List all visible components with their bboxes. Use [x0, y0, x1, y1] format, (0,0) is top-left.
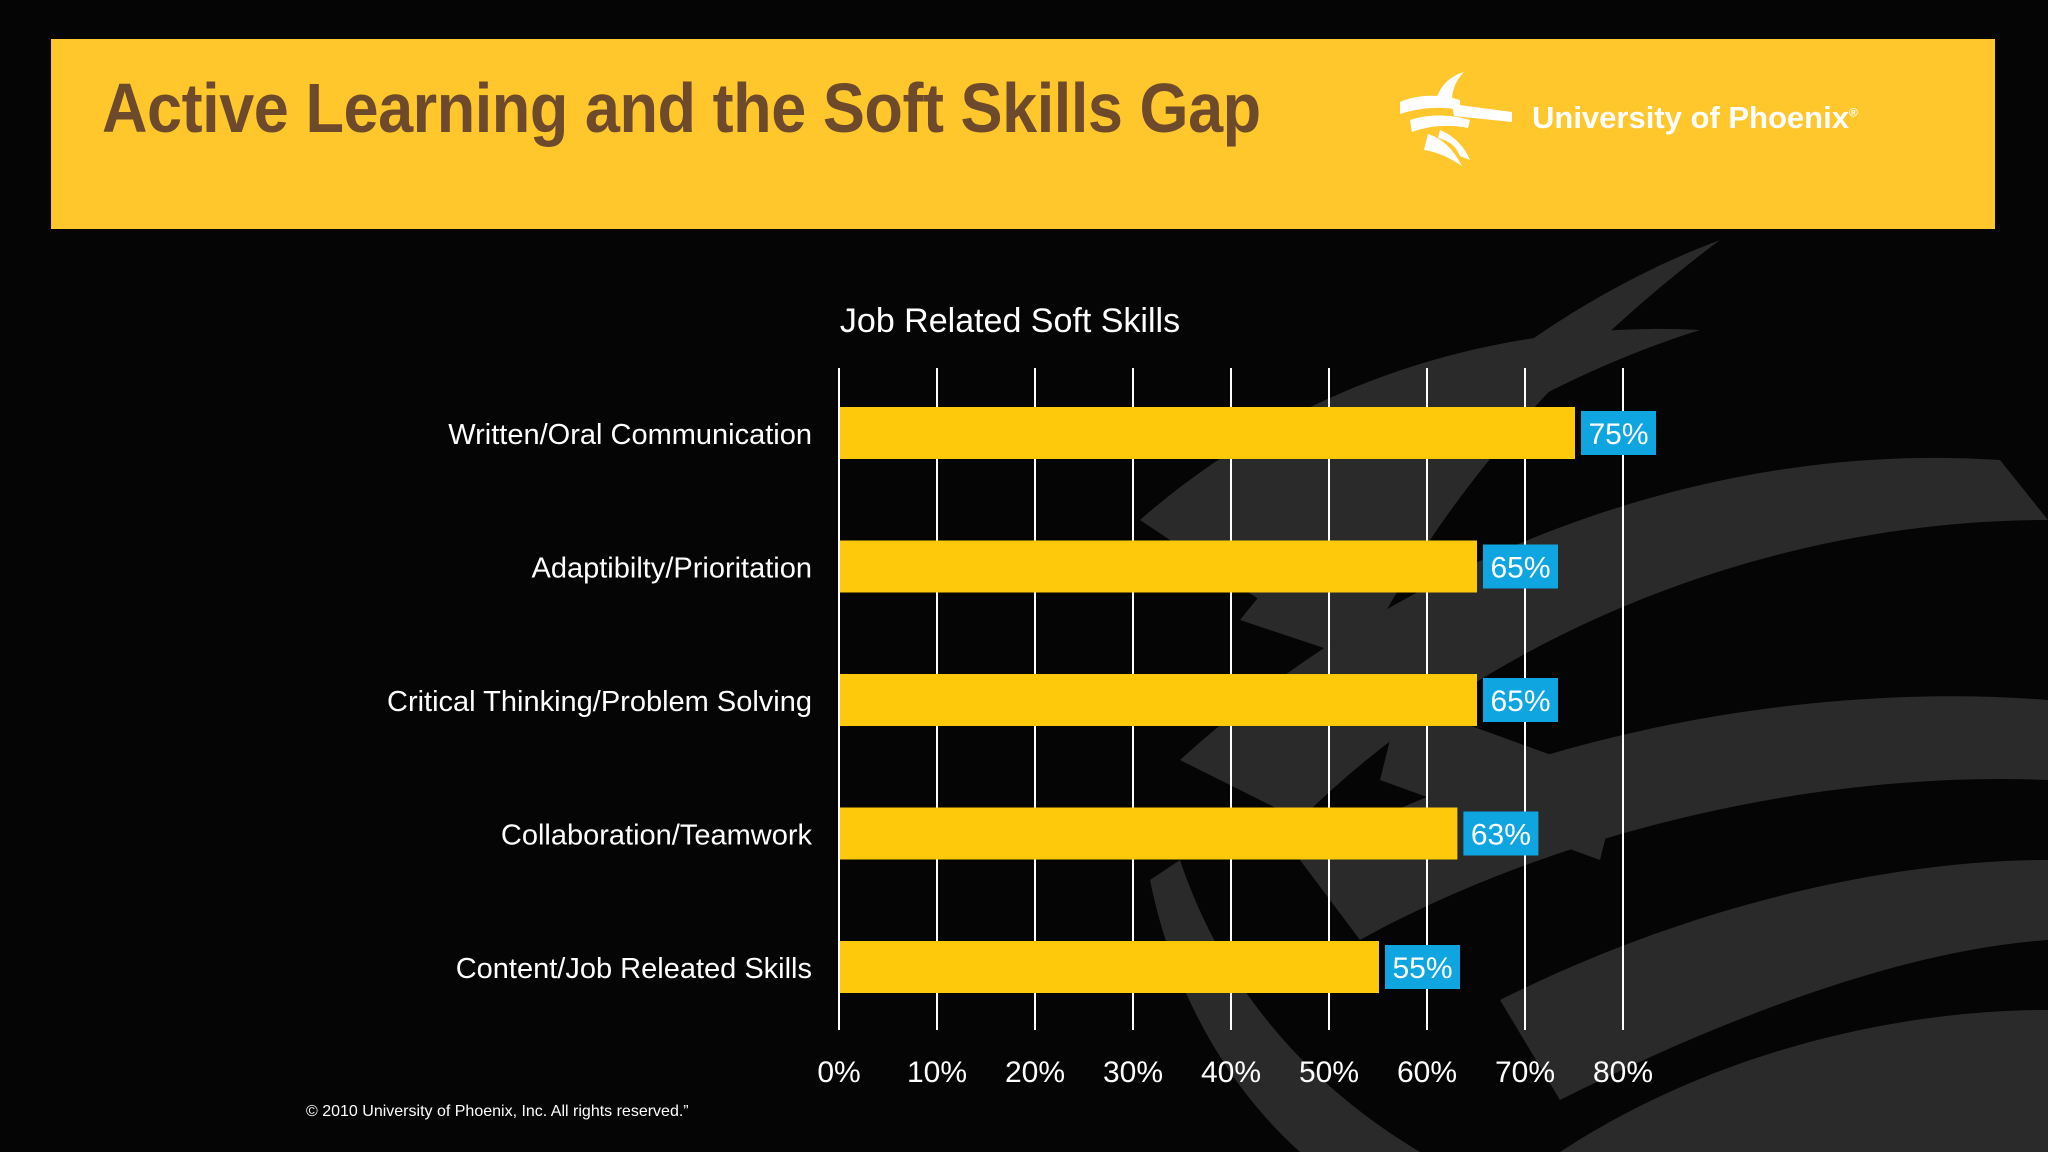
- x-tick-label: 60%: [1397, 1056, 1457, 1089]
- category-label: Critical Thinking/Problem Solving: [387, 686, 812, 718]
- category-label: Collaboration/Teamwork: [501, 820, 813, 852]
- phoenix-logo-icon: [1400, 72, 1512, 166]
- logo-wordmark: University of Phoenix: [1532, 100, 1849, 135]
- bar: [840, 540, 1477, 593]
- university-logo: University of Phoenix®: [1380, 60, 1920, 170]
- category-label: Adaptibilty/Prioritation: [532, 553, 812, 585]
- data-label-box: [1463, 811, 1539, 856]
- category-label: Content/Job Releated Skills: [456, 953, 812, 985]
- category-label: Written/Oral Communication: [448, 419, 812, 451]
- x-tick-label: 40%: [1201, 1056, 1261, 1089]
- bar: [840, 941, 1379, 993]
- slide-title: Active Learning and the Soft Skills Gap: [102, 69, 1261, 147]
- bar: [840, 674, 1477, 726]
- chart-title: Job Related Soft Skills: [840, 302, 1180, 340]
- x-tick-label: 30%: [1103, 1056, 1163, 1089]
- x-tick-label: 10%: [907, 1056, 967, 1089]
- data-label: 75%: [1588, 418, 1648, 451]
- data-label-box: [1483, 678, 1558, 722]
- copyright-notice: © 2010 University of Phoenix, Inc. All r…: [306, 1103, 689, 1120]
- header-banner: [51, 39, 1995, 229]
- x-tick-label: 50%: [1299, 1056, 1359, 1089]
- data-label: 63%: [1471, 819, 1531, 852]
- data-label: 65%: [1490, 685, 1550, 718]
- data-label-box: [1483, 544, 1558, 589]
- bar: [840, 807, 1458, 860]
- registered-mark: ®: [1848, 105, 1858, 120]
- data-label-box: [1581, 411, 1656, 455]
- data-label: 65%: [1490, 552, 1550, 585]
- data-label: 55%: [1392, 952, 1452, 985]
- x-tick-label: 20%: [1005, 1056, 1065, 1089]
- bar: [840, 407, 1575, 459]
- x-tick-label: 70%: [1495, 1056, 1555, 1089]
- data-label-box: [1385, 945, 1460, 989]
- x-tick-label: 0%: [817, 1056, 860, 1089]
- x-tick-label: 80%: [1593, 1056, 1653, 1089]
